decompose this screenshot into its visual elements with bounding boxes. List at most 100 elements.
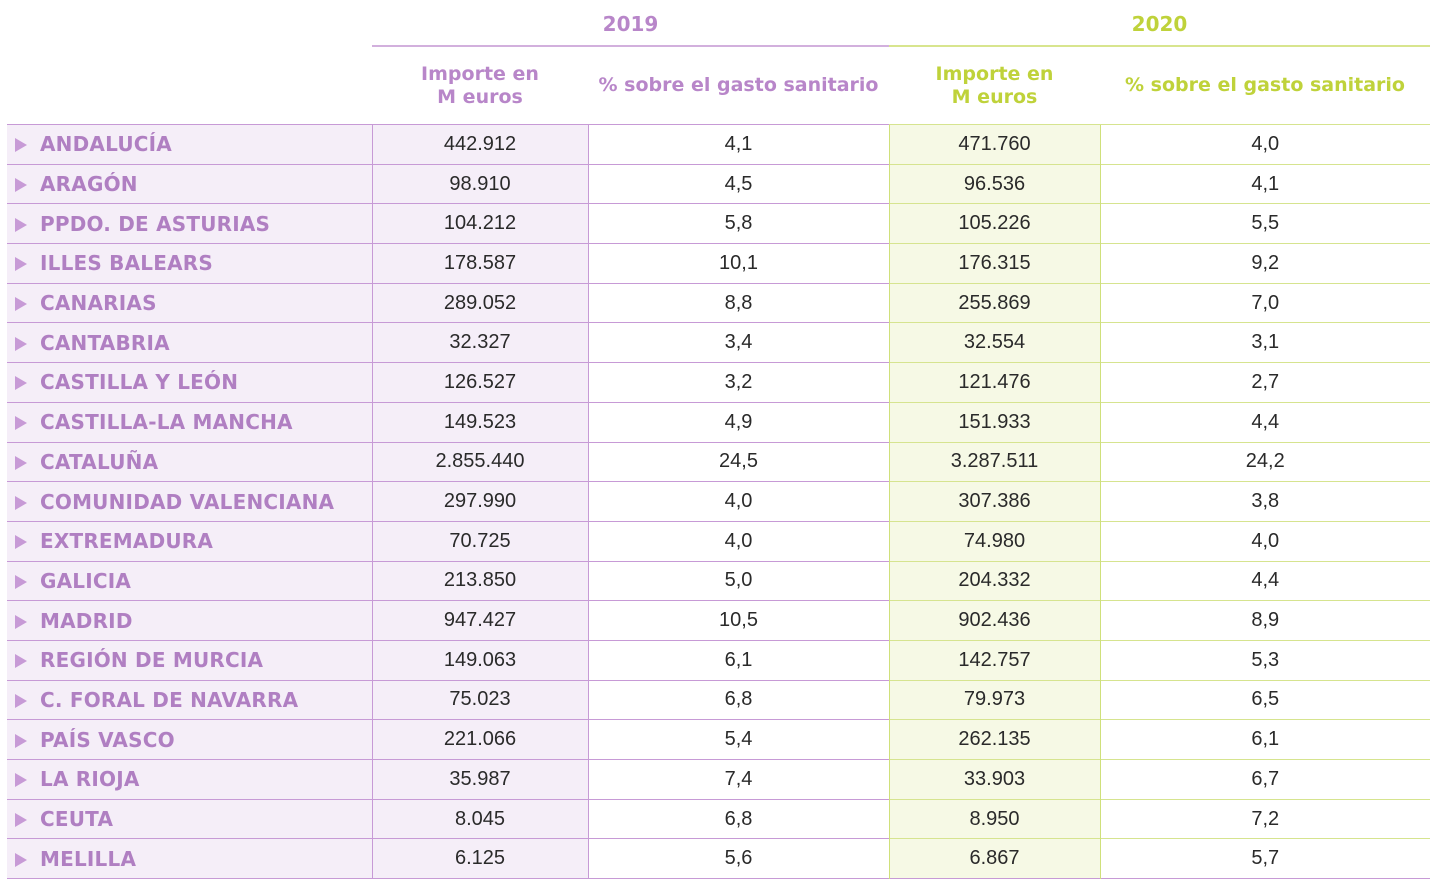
region-name: ANDALUCÍA (40, 132, 172, 157)
table-row: CANTABRIA 32.327 3,4 32.554 3,1 (7, 322, 1430, 363)
triangle-right-icon (15, 376, 27, 391)
porcentaje-2019-cell: 6,8 (587, 680, 889, 720)
table-row: CANARIAS 289.052 8,8 255.869 7,0 (7, 282, 1430, 323)
header-importe-2020-line1: Importe en (935, 62, 1054, 85)
importe-2019-cell: 221.066 (371, 719, 588, 760)
region-cell: MELILLA (7, 838, 372, 879)
region-cell: C. FORAL DE NAVARRA (7, 680, 372, 720)
porcentaje-2020-cell: 5,7 (1099, 838, 1430, 879)
region-cell: GALICIA (7, 561, 372, 601)
table-row: C. FORAL DE NAVARRA 75.023 6,8 79.973 6,5 (7, 679, 1430, 720)
porcentaje-2020-cell: 4,1 (1099, 163, 1430, 204)
region-name: LA RIOJA (40, 767, 140, 792)
porcentaje-2019-cell: 24,5 (587, 442, 889, 482)
importe-2020-cell: 8.950 (888, 798, 1100, 839)
porcentaje-2020-cell: 3,1 (1099, 322, 1430, 363)
table-row: PAÍS VASCO 221.066 5,4 262.135 6,1 (7, 719, 1430, 760)
region-name: CANTABRIA (40, 330, 170, 355)
triangle-right-icon (15, 416, 27, 431)
porcentaje-2020-cell: 2,7 (1099, 362, 1430, 403)
header-porcentaje-2020: % sobre el gasto sanitario (1125, 74, 1405, 96)
importe-2019-cell: 75.023 (371, 680, 588, 720)
importe-2019-cell: 126.527 (371, 362, 588, 403)
region-cell: CANTABRIA (7, 322, 372, 363)
header-porcentaje-2019: % sobre el gasto sanitario (598, 74, 879, 96)
importe-2019-cell: 35.987 (371, 759, 588, 800)
region-name: PPDO. DE ASTURIAS (40, 211, 271, 236)
importe-2019-cell: 297.990 (371, 481, 588, 522)
porcentaje-2019-cell: 10,1 (587, 243, 889, 284)
region-cell: ILLES BALEARS (7, 243, 372, 284)
triangle-right-icon (15, 852, 27, 867)
importe-2020-cell: 79.973 (888, 679, 1100, 720)
porcentaje-2019-cell: 8,8 (587, 283, 889, 323)
triangle-right-icon (15, 217, 27, 232)
table-body: ANDALUCÍA 442.912 4,1 471.760 4,0 ARAGÓN 98.91… (7, 124, 1430, 879)
porcentaje-2019-cell: 5,0 (587, 561, 889, 601)
table-row: CASTILLA-LA MANCHA 149.523 4,9 151.933 4,4 (7, 401, 1430, 442)
importe-2020-cell: 255.869 (888, 282, 1100, 323)
triangle-right-icon (15, 733, 27, 748)
porcentaje-2019-cell: 6,1 (587, 640, 889, 681)
importe-2019-cell: 442.912 (371, 124, 588, 165)
porcentaje-2020-cell: 4,0 (1099, 520, 1430, 562)
region-cell: CANARIAS (7, 283, 372, 323)
region-name: C. FORAL DE NAVARRA (40, 687, 299, 712)
year-2019-heading: 2019 (602, 12, 659, 36)
region-cell: CATALUÑA (7, 442, 372, 482)
porcentaje-2019-cell: 7,4 (587, 759, 889, 800)
importe-2019-cell: 289.052 (371, 283, 588, 323)
porcentaje-2019-cell: 4,9 (587, 402, 889, 442)
porcentaje-2019-cell: 5,6 (587, 838, 889, 879)
region-name: ARAGÓN (40, 172, 138, 197)
porcentaje-2020-cell: 7,2 (1099, 798, 1430, 839)
triangle-right-icon (15, 614, 27, 629)
importe-2020-cell: 32.554 (888, 322, 1100, 363)
triangle-right-icon (15, 535, 27, 550)
region-name: CEUTA (40, 807, 114, 832)
importe-2020-cell: 121.476 (888, 362, 1100, 403)
region-cell: ARAGÓN (7, 164, 372, 204)
region-cell: CASTILLA-LA MANCHA (7, 402, 372, 442)
table-row: CASTILLA Y LEÓN 126.527 3,2 121.476 2,7 (7, 362, 1430, 403)
importe-2020-cell: 204.332 (888, 560, 1100, 601)
importe-2019-cell: 149.063 (371, 640, 588, 681)
region-name: PAÍS VASCO (40, 727, 175, 752)
triangle-right-icon (15, 693, 27, 708)
porcentaje-2019-cell: 4,0 (587, 481, 889, 522)
porcentaje-2020-cell: 4,0 (1099, 124, 1430, 165)
table-row: LA RIOJA 35.987 7,4 33.903 6,7 (7, 759, 1430, 800)
region-name: EXTREMADURA (40, 529, 214, 554)
region-name: MADRID (40, 608, 133, 633)
region-cell: EXTREMADURA (7, 521, 372, 562)
importe-2020-cell: 262.135 (888, 719, 1100, 760)
porcentaje-2019-cell: 3,2 (587, 362, 889, 403)
triangle-right-icon (15, 297, 27, 312)
porcentaje-2019-cell: 4,1 (587, 124, 889, 165)
importe-2020-cell: 176.315 (888, 243, 1100, 284)
porcentaje-2020-cell: 6,7 (1099, 759, 1430, 800)
table-row: ANDALUCÍA 442.912 4,1 471.760 4,0 (7, 124, 1430, 165)
porcentaje-2020-cell: 5,5 (1099, 203, 1430, 244)
porcentaje-2019-cell: 5,4 (587, 719, 889, 760)
porcentaje-2020-cell: 5,3 (1099, 639, 1430, 681)
triangle-right-icon (15, 574, 27, 589)
region-cell: PAÍS VASCO (7, 719, 372, 760)
table-row: EXTREMADURA 70.725 4,0 74.980 4,0 (7, 520, 1430, 562)
data-table: ANDALUCÍA 442.912 4,1 471.760 4,0 ARAGÓN 98.91… (7, 124, 1430, 879)
importe-2020-cell: 902.436 (888, 600, 1100, 641)
region-cell: CASTILLA Y LEÓN (7, 362, 372, 403)
porcentaje-2020-cell: 3,8 (1099, 481, 1430, 522)
region-name: ILLES BALEARS (40, 251, 213, 276)
year-2020-underline (889, 45, 1430, 47)
importe-2020-cell: 307.386 (888, 481, 1100, 522)
porcentaje-2020-cell: 24,2 (1099, 441, 1430, 482)
importe-2020-cell: 3.287.511 (888, 441, 1100, 482)
table-row: PPDO. DE ASTURIAS 104.212 5,8 105.226 5,5 (7, 203, 1430, 244)
importe-2020-cell: 96.536 (888, 163, 1100, 204)
triangle-right-icon (15, 455, 27, 470)
triangle-right-icon (15, 813, 27, 828)
header-importe-2019-line1: Importe en (421, 62, 539, 85)
porcentaje-2020-cell: 4,4 (1099, 401, 1430, 442)
importe-2020-cell: 105.226 (888, 203, 1100, 244)
